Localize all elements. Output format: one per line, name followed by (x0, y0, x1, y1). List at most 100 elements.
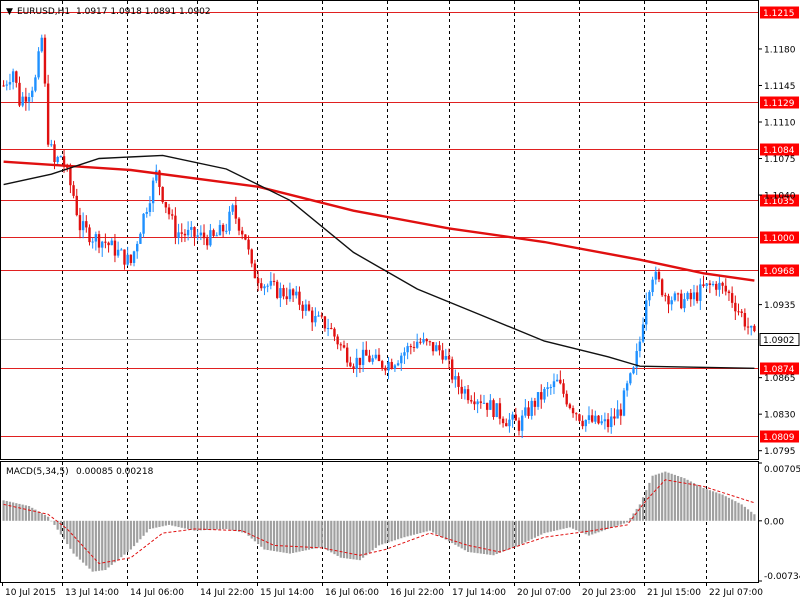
macd-bar (460, 520, 463, 549)
macd-bar (463, 520, 466, 551)
candle-body (724, 285, 727, 292)
candle-body (186, 229, 190, 236)
candle-body (387, 361, 390, 371)
candle-body (708, 283, 712, 286)
macd-bar (409, 520, 412, 536)
candle-body (740, 311, 743, 313)
macd-bar (613, 520, 616, 527)
macd-bar (113, 520, 117, 563)
macd-bar (416, 520, 419, 534)
macd-bar (419, 520, 422, 534)
macd-bar (451, 520, 454, 544)
level-price-tag (760, 6, 799, 19)
macd-bar (107, 520, 110, 568)
collapse-arrow-icon[interactable]: ▼ (6, 7, 13, 17)
candle-body (94, 234, 98, 242)
macd-bar (85, 520, 88, 566)
macd-bar (664, 471, 667, 521)
candle-body (11, 71, 15, 83)
current-price-tag (759, 333, 800, 346)
macd-bar (8, 501, 12, 521)
macd-bar (686, 479, 689, 521)
macd-tick-label: -0.00734 (764, 572, 800, 582)
macd-bar (91, 520, 94, 572)
candle-body (352, 366, 355, 369)
macd-bar (53, 520, 56, 525)
candle-body (310, 310, 314, 323)
candle-body (279, 288, 282, 298)
macd-bar (673, 474, 676, 521)
macd-bar (619, 520, 622, 525)
candle-body (393, 365, 397, 369)
candle-body (597, 415, 600, 424)
candle-body (660, 279, 664, 296)
macd-bar (126, 520, 129, 553)
candle-body (581, 420, 584, 427)
macd-bar (495, 520, 498, 555)
macd-bar (616, 520, 619, 526)
macd-bar (355, 520, 358, 560)
candle-body (645, 300, 648, 325)
macd-bar (222, 520, 225, 530)
candle-body (234, 205, 238, 219)
candle-body (18, 82, 21, 106)
candle-body (285, 296, 288, 300)
macd-bar (552, 520, 556, 531)
macd-bar (727, 497, 731, 521)
candle-body (34, 77, 37, 91)
candle-body (695, 292, 699, 301)
candle-body (447, 356, 451, 360)
macd-bar (148, 520, 152, 530)
macd-bar (743, 506, 746, 521)
macd-bar (492, 520, 495, 556)
candle-body (540, 392, 543, 400)
macd-bar (438, 520, 441, 536)
macd-bar (473, 520, 476, 553)
candle-body (85, 221, 88, 228)
macd-bar (193, 520, 196, 531)
macd-bar (288, 520, 292, 554)
candle-body (116, 249, 120, 256)
candle-body (301, 304, 304, 311)
candle-body (648, 292, 651, 301)
macd-bar (171, 520, 174, 526)
macd-bar (358, 520, 362, 561)
candle-body (686, 292, 689, 300)
candle-body (275, 281, 279, 298)
candle-body (317, 315, 320, 317)
candle-body (718, 282, 721, 290)
macd-bar (2, 500, 5, 521)
macd-bar (568, 520, 571, 528)
candle-body (692, 292, 696, 300)
macd-bar (403, 520, 406, 538)
candle-body (361, 349, 365, 365)
macd-bar (597, 520, 600, 533)
macd-bar (101, 520, 104, 571)
y-tick-label: 1.0865 (764, 374, 796, 384)
macd-bar (231, 520, 234, 531)
candle-body (31, 90, 34, 98)
macd-bar (425, 520, 428, 532)
x-tick-label: 20 Jul 07:00 (517, 588, 571, 598)
level-price-tag (760, 96, 799, 109)
candle-body (225, 230, 228, 232)
macd-bar (361, 520, 365, 558)
candle-body (304, 304, 308, 311)
macd-bar (225, 520, 228, 530)
macd-bar (174, 520, 177, 527)
fast-moving-average (3, 154, 755, 369)
macd-bar (587, 520, 591, 536)
macd-bar (718, 493, 721, 521)
candle-body (171, 214, 174, 216)
candle-body (282, 288, 285, 297)
macd-bar (244, 520, 247, 534)
macd-bar (635, 508, 638, 521)
level-price-label: 1.1215 (763, 9, 795, 19)
candle-body (5, 84, 8, 86)
macd-bar (317, 520, 320, 548)
candle-body (511, 414, 514, 420)
candle-body (101, 241, 104, 248)
macd-bar (247, 520, 250, 536)
